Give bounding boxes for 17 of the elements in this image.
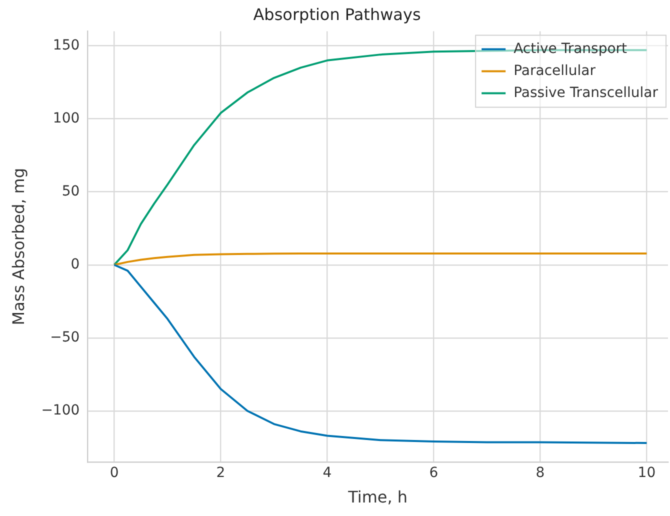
y-tick-label: 150 [52, 37, 80, 54]
y-tick-label: −50 [50, 330, 80, 346]
y-tick-label: 50 [62, 183, 80, 200]
chart-title: Absorption Pathways [253, 4, 421, 24]
x-tick-label: 2 [216, 465, 226, 482]
x-axis-title: Time, h [347, 488, 408, 507]
x-tick-label: 0 [110, 465, 119, 482]
x-tick-label: 4 [322, 465, 332, 482]
x-tick-label: 6 [429, 465, 438, 482]
y-tick-label: −100 [41, 402, 80, 419]
x-tick-label: 10 [638, 465, 656, 482]
y-tick-label: 100 [52, 110, 80, 126]
y-tick-label: 0 [70, 256, 80, 272]
y-axis-title: Mass Absorbed, mg [8, 168, 28, 326]
x-tick-label: 8 [536, 465, 545, 482]
legend-label: Passive Transcellular [514, 84, 658, 101]
legend-label: Paracellular [514, 62, 596, 79]
